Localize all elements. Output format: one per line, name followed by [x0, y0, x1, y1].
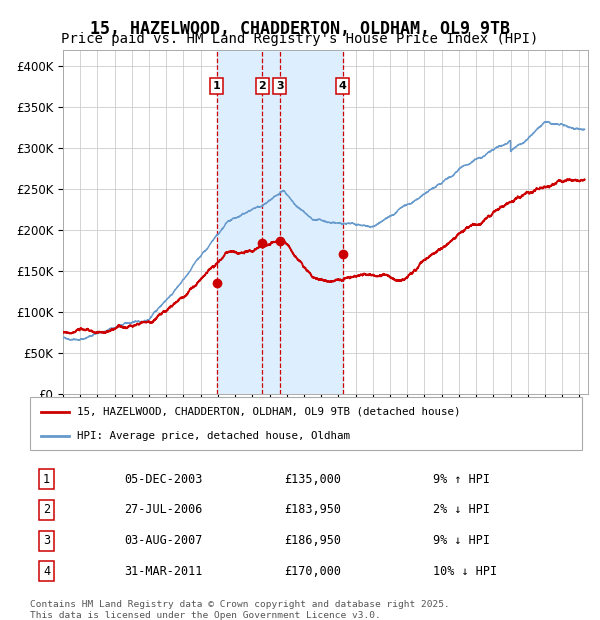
- Text: 05-DEC-2003: 05-DEC-2003: [124, 473, 202, 485]
- Text: Contains HM Land Registry data © Crown copyright and database right 2025.: Contains HM Land Registry data © Crown c…: [30, 600, 450, 609]
- Text: 3: 3: [43, 534, 50, 547]
- Text: 27-JUL-2006: 27-JUL-2006: [124, 503, 202, 516]
- Text: Price paid vs. HM Land Registry's House Price Index (HPI): Price paid vs. HM Land Registry's House …: [61, 32, 539, 46]
- Bar: [262, 50, 343, 394]
- Text: 15, HAZELWOOD, CHADDERTON, OLDHAM, OL9 9TB (detached house): 15, HAZELWOOD, CHADDERTON, OLDHAM, OL9 9…: [77, 407, 460, 417]
- Bar: [217, 50, 262, 394]
- Text: 2: 2: [258, 81, 266, 91]
- Text: £183,950: £183,950: [284, 503, 341, 516]
- Text: This data is licensed under the Open Government Licence v3.0.: This data is licensed under the Open Gov…: [30, 611, 381, 620]
- Text: £135,000: £135,000: [284, 473, 341, 485]
- Text: HPI: Average price, detached house, Oldham: HPI: Average price, detached house, Oldh…: [77, 432, 350, 441]
- Text: 1: 1: [212, 81, 220, 91]
- Text: £186,950: £186,950: [284, 534, 341, 547]
- Text: 15, HAZELWOOD, CHADDERTON, OLDHAM, OL9 9TB: 15, HAZELWOOD, CHADDERTON, OLDHAM, OL9 9…: [90, 20, 510, 38]
- Text: 1: 1: [43, 473, 50, 485]
- Text: 3: 3: [276, 81, 284, 91]
- Text: 4: 4: [339, 81, 347, 91]
- Text: 9% ↓ HPI: 9% ↓ HPI: [433, 534, 490, 547]
- Text: 4: 4: [43, 565, 50, 578]
- Text: 9% ↑ HPI: 9% ↑ HPI: [433, 473, 490, 485]
- Text: 2: 2: [43, 503, 50, 516]
- Text: 03-AUG-2007: 03-AUG-2007: [124, 534, 202, 547]
- Text: 31-MAR-2011: 31-MAR-2011: [124, 565, 202, 578]
- Text: 10% ↓ HPI: 10% ↓ HPI: [433, 565, 497, 578]
- Text: 2% ↓ HPI: 2% ↓ HPI: [433, 503, 490, 516]
- Text: £170,000: £170,000: [284, 565, 341, 578]
